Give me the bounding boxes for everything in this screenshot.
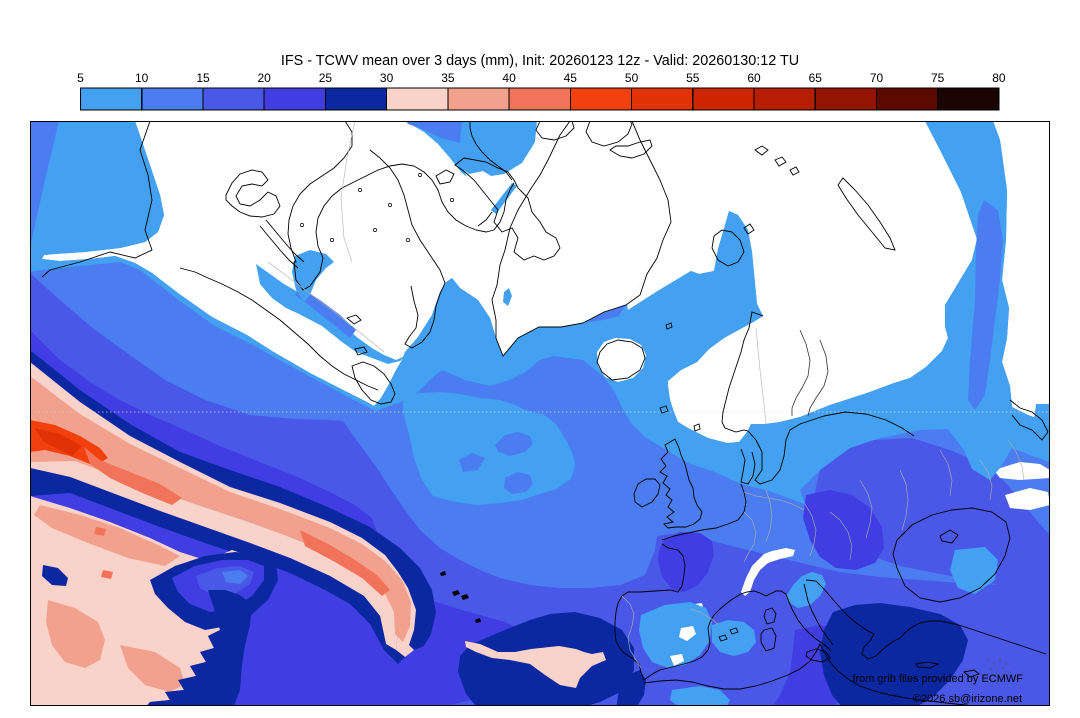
svg-text:from grib files provided by EC: from grib files provided by ECMWF bbox=[852, 673, 1023, 685]
svg-text:©2026 sb@irizone.net: ©2026 sb@irizone.net bbox=[913, 693, 1022, 705]
